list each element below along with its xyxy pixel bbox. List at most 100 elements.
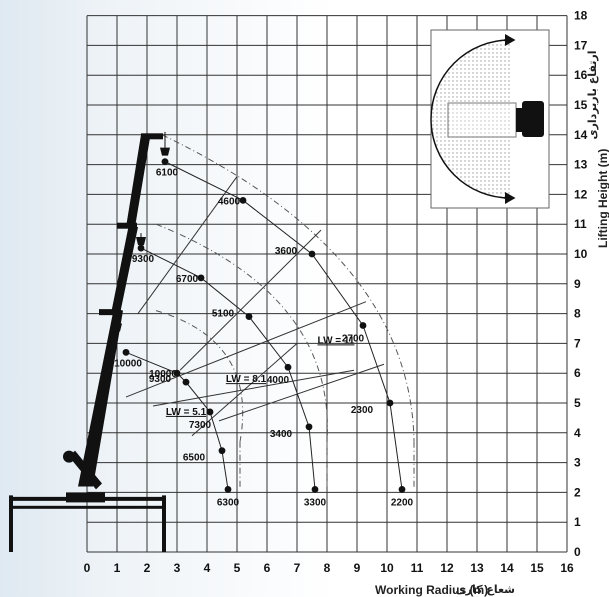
capacity-point <box>239 196 247 204</box>
capacity-point <box>161 158 169 166</box>
y-tick-label: 9 <box>574 277 581 291</box>
radial-line <box>218 363 385 422</box>
capacity-label: 4000 <box>267 375 290 386</box>
y-tick-label: 1 <box>574 515 581 529</box>
x-tick-label: 1 <box>114 561 121 575</box>
x-tick-label: 10 <box>380 561 394 575</box>
x-tick-label: 15 <box>530 561 544 575</box>
boom-length-label: LW = 5.1 <box>166 407 207 418</box>
y-axis-title: Lifting Height (m) <box>596 149 609 248</box>
radial-line <box>152 369 355 407</box>
capacity-label: 10000 <box>114 358 142 369</box>
y-tick-label: 10 <box>574 247 588 261</box>
y-tick-label: 16 <box>574 68 588 82</box>
capacity-label: 4600 <box>218 196 241 207</box>
truck-connector <box>516 108 522 132</box>
y-tick-label: 6 <box>574 366 581 380</box>
crane-outrigger-leg <box>9 495 13 552</box>
x-tick-label: 8 <box>324 561 331 575</box>
capacity-label: 2700 <box>342 334 365 345</box>
y-tick-label: 5 <box>574 396 581 410</box>
x-tick-label: 6 <box>264 561 271 575</box>
crane-boom-section <box>78 307 123 487</box>
capacity-label: 10000 <box>149 369 177 380</box>
x-tick-label: 5 <box>234 561 241 575</box>
x-tick-label: 2 <box>144 561 151 575</box>
capacity-point <box>182 378 190 386</box>
y-tick-label: 4 <box>574 426 581 440</box>
x-tick-label: 0 <box>84 561 91 575</box>
crane-base-frame <box>9 505 165 509</box>
envelope-curve <box>155 223 328 442</box>
crane-pedestal <box>66 492 105 503</box>
envelope-curve <box>161 134 415 442</box>
slewing-arc <box>430 39 511 199</box>
capacity-label: 5100 <box>212 309 235 320</box>
chart-text: 0 1 2 3 4 5 6 7 8 9 10 11 12 13 14 15 160123456789101112… <box>84 9 609 597</box>
x-tick-label: 13 <box>470 561 484 575</box>
slewing-area <box>431 40 510 198</box>
y-tick-label: 2 <box>574 485 581 499</box>
capacity-curve <box>164 161 403 490</box>
y-tick-label: 13 <box>574 158 588 172</box>
y-tick-label: 15 <box>574 98 588 112</box>
capacity-point <box>137 244 145 252</box>
x-tick-label: 14 <box>500 561 514 575</box>
y-tick-label: 14 <box>574 128 588 142</box>
y-tick-label: 0 <box>574 545 581 559</box>
capacity-point <box>206 408 214 416</box>
y-tick-label: 7 <box>574 336 581 350</box>
capacity-point <box>245 313 253 320</box>
truck-body-outline <box>447 102 517 138</box>
radial-line <box>125 301 367 398</box>
crane-boom-section <box>126 134 150 228</box>
y-tick-label: 17 <box>574 38 588 52</box>
x-tick-label: 3 <box>174 561 181 575</box>
capacity-label: 2200 <box>391 497 414 508</box>
x-tick-label: 16 <box>560 561 574 575</box>
crane-boom-tip <box>117 222 137 229</box>
capacity-curve <box>125 351 229 490</box>
capacity-label: 6300 <box>217 497 240 508</box>
crane-boom-section <box>111 224 138 314</box>
capacity-point <box>197 274 205 282</box>
x-tick-label: 12 <box>440 561 454 575</box>
capacity-curve <box>140 247 316 490</box>
capacity-label: 3300 <box>304 497 327 508</box>
capacity-point <box>311 486 319 493</box>
capacity-point <box>284 363 292 371</box>
crane-illustration <box>9 131 170 552</box>
x-axis-title: Working Radius (m) <box>375 583 488 597</box>
capacity-label: 7300 <box>189 420 212 431</box>
capacity-label: 9300 <box>149 374 172 385</box>
hook-block <box>160 147 170 156</box>
radial-lines <box>125 176 385 437</box>
envelope-lines <box>155 134 415 490</box>
capacity-point <box>122 348 130 356</box>
capacity-points <box>122 158 406 493</box>
capacity-point <box>173 369 181 377</box>
truck-cab <box>522 101 544 137</box>
capacity-label: 3600 <box>275 246 298 257</box>
x-axis-title-fa: شعاع کاری <box>456 583 515 596</box>
y-tick-label: 11 <box>574 217 587 231</box>
radial-line <box>179 229 322 371</box>
crane-outrigger-leg <box>162 495 166 552</box>
capacity-label: 3400 <box>270 429 293 440</box>
crane-boom-tip <box>99 309 119 316</box>
x-tick-label: 4 <box>204 561 211 575</box>
hook-block <box>136 237 146 246</box>
y-tick-label: 8 <box>574 307 581 321</box>
capacity-label: 6700 <box>176 274 199 285</box>
capacity-label: 6100 <box>156 168 179 179</box>
crane-boom-tip <box>141 133 163 140</box>
slewing-inset <box>430 29 550 209</box>
capacity-point <box>359 322 367 329</box>
radial-line <box>137 176 238 314</box>
boom-length-label: LW = 8.1 <box>226 374 267 385</box>
radial-line <box>191 343 298 437</box>
capacity-point <box>218 447 226 455</box>
capacity-label: 9300 <box>132 254 155 265</box>
